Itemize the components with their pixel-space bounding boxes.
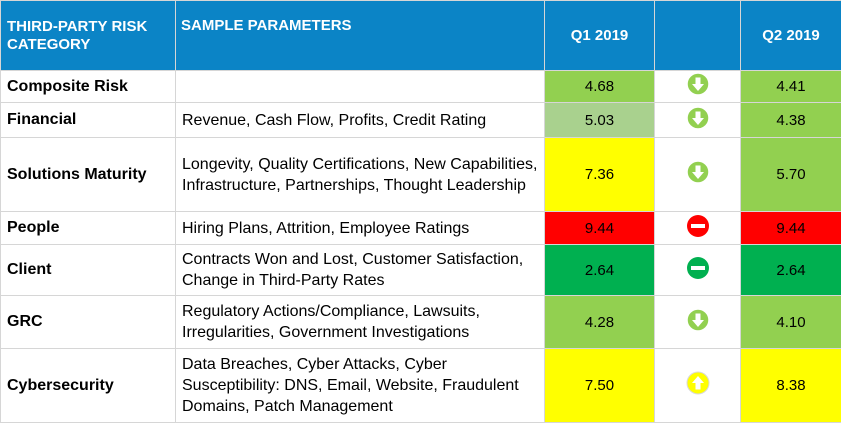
- q2-score-cell: 8.38: [741, 349, 841, 423]
- trend-cell: [655, 245, 741, 296]
- table-body: Composite Risk 4.68 4.41 Financial Reven…: [1, 71, 841, 423]
- table-row: People Hiring Plans, Attrition, Employee…: [1, 212, 841, 245]
- params-cell: Longevity, Quality Certifications, New C…: [176, 138, 545, 212]
- q1-score-cell: 9.44: [545, 212, 655, 245]
- params-cell: Revenue, Cash Flow, Profits, Credit Rati…: [176, 103, 545, 138]
- table-row: Composite Risk 4.68 4.41: [1, 71, 841, 103]
- header-params-label: SAMPLE PARAMETERS: [181, 17, 352, 34]
- params-cell: Regulatory Actions/Compliance, Lawsuits,…: [176, 296, 545, 349]
- q1-score-cell: 4.28: [545, 296, 655, 349]
- category-cell: People: [1, 212, 176, 245]
- q1-score-cell: 7.36: [545, 138, 655, 212]
- table-row: Financial Revenue, Cash Flow, Profits, C…: [1, 103, 841, 138]
- trend-cell: [655, 138, 741, 212]
- table-row: Cybersecurity Data Breaches, Cyber Attac…: [1, 349, 841, 423]
- table-row: Solutions Maturity Longevity, Quality Ce…: [1, 138, 841, 212]
- arrow-up-icon: [686, 371, 710, 400]
- arrow-down-icon: [686, 160, 710, 189]
- no-change-green-icon: [686, 256, 710, 285]
- table-row: GRC Regulatory Actions/Compliance, Lawsu…: [1, 296, 841, 349]
- trend-cell: [655, 212, 741, 245]
- q2-score-cell: 9.44: [741, 212, 841, 245]
- q2-score-cell: 4.41: [741, 71, 841, 103]
- arrow-down-icon: [686, 72, 710, 101]
- trend-cell: [655, 349, 741, 423]
- arrow-down-icon: [686, 106, 710, 135]
- table-row: Client Contracts Won and Lost, Customer …: [1, 245, 841, 296]
- category-cell: Financial: [1, 103, 176, 138]
- q1-score-cell: 5.03: [545, 103, 655, 138]
- header-q1-label: Q1 2019: [571, 27, 629, 44]
- header-category: THIRD-PARTY RISK CATEGORY: [1, 1, 176, 71]
- trend-cell: [655, 71, 741, 103]
- q2-score-cell: 4.10: [741, 296, 841, 349]
- category-cell: Solutions Maturity: [1, 138, 176, 212]
- trend-cell: [655, 103, 741, 138]
- q2-score-cell: 5.70: [741, 138, 841, 212]
- header-q1: Q1 2019: [545, 1, 655, 71]
- trend-cell: [655, 296, 741, 349]
- header-row: THIRD-PARTY RISK CATEGORY SAMPLE PARAMET…: [1, 1, 841, 71]
- category-cell: GRC: [1, 296, 176, 349]
- params-cell: Contracts Won and Lost, Customer Satisfa…: [176, 245, 545, 296]
- header-category-label: THIRD-PARTY RISK CATEGORY: [7, 18, 147, 53]
- q1-score-cell: 2.64: [545, 245, 655, 296]
- category-cell: Cybersecurity: [1, 349, 176, 423]
- q2-score-cell: 4.38: [741, 103, 841, 138]
- params-cell: Data Breaches, Cyber Attacks, Cyber Susc…: [176, 349, 545, 423]
- arrow-down-icon: [686, 308, 710, 337]
- header-q2: Q2 2019: [741, 1, 841, 71]
- category-cell: Client: [1, 245, 176, 296]
- q1-score-cell: 4.68: [545, 71, 655, 103]
- category-cell: Composite Risk: [1, 71, 176, 103]
- header-q2-label: Q2 2019: [762, 27, 820, 44]
- q2-score-cell: 2.64: [741, 245, 841, 296]
- no-change-red-icon: [686, 214, 710, 243]
- params-cell: [176, 71, 545, 103]
- header-params: SAMPLE PARAMETERS: [176, 1, 545, 71]
- header-trend: [655, 1, 741, 71]
- params-cell: Hiring Plans, Attrition, Employee Rating…: [176, 212, 545, 245]
- q1-score-cell: 7.50: [545, 349, 655, 423]
